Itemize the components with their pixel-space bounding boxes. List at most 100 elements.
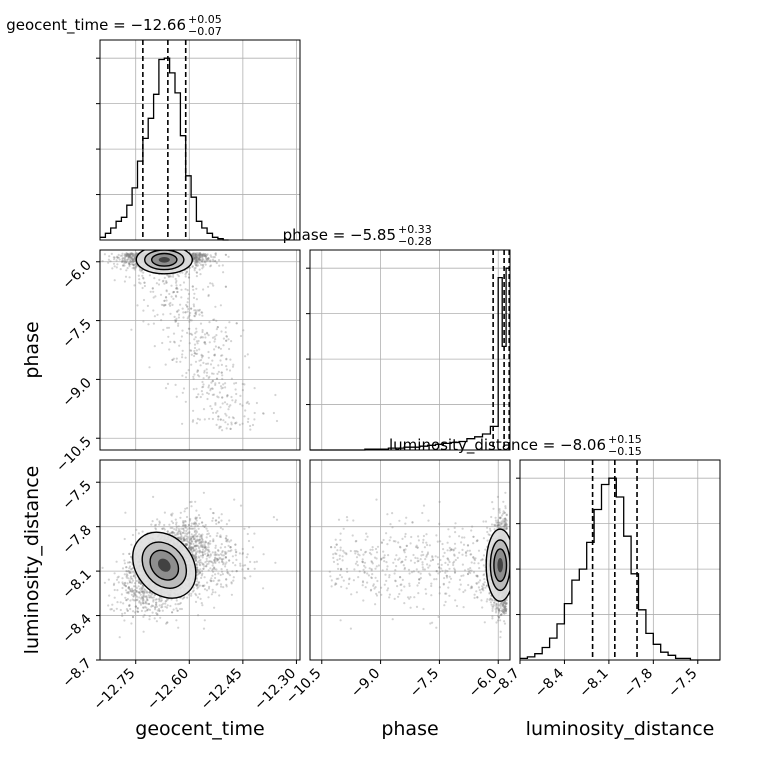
scatter-point [201,314,204,317]
scatter-point [133,256,137,259]
scatter-point [201,255,204,258]
scatter-point [131,253,134,256]
scatter-point [226,395,229,398]
scatter-point [211,379,214,382]
scatter-point [127,592,130,595]
scatter-point [196,256,199,259]
scatter-point [194,559,197,563]
scatter-point [195,259,198,262]
scatter-point [205,536,208,539]
scatter-point [194,600,198,604]
scatter-point [194,253,197,256]
scatter-point [196,583,200,586]
scatter-point [205,557,208,561]
scatter-point [206,552,209,555]
scatter-point [190,505,193,508]
scatter-point [188,544,191,547]
scatter-point [175,607,178,610]
scatter-point [211,387,214,390]
scatter-point [212,260,215,263]
scatter-point [198,541,202,545]
scatter-point [190,548,193,551]
scatter-point [211,393,214,396]
scatter-point [168,303,171,306]
scatter-point [112,262,116,265]
scatter-point [181,531,184,534]
scatter-point [235,322,238,325]
scatter-point [177,324,180,327]
scatter-point [207,560,210,563]
scatter-point [217,521,220,524]
scatter-point [195,544,199,547]
scatter-point [189,311,192,315]
scatter-point [188,538,191,541]
scatter-point [211,517,215,520]
scatter-point [195,523,198,526]
scatter-point [168,523,171,526]
scatter-point [233,382,236,385]
scatter-point [191,285,194,288]
scatter-point [232,417,235,420]
scatter-point [244,577,247,580]
scatter-point [145,597,149,600]
scatter-point [198,261,201,264]
scatter-point [139,282,142,285]
scatter-point [253,387,256,390]
panel-background [100,40,300,240]
scatter-point [180,535,183,538]
scatter-point [218,425,221,428]
scatter-point [232,363,235,366]
scatter-point [118,636,121,639]
scatter-point [197,555,200,558]
scatter-point [202,567,205,570]
scatter-point [195,556,198,559]
scatter-point [214,252,217,255]
scatter-point [248,366,251,369]
scatter-point [239,564,242,567]
scatter-point [205,254,208,257]
scatter-point [192,535,195,538]
scatter-point [121,252,124,255]
scatter-point [195,271,198,274]
scatter-point [216,553,219,556]
scatter-point [196,544,199,547]
scatter-point [189,527,192,530]
scatter-point [196,550,199,553]
scatter-point [224,386,227,389]
scatter-point [202,546,205,549]
scatter-point [198,556,201,559]
scatter-point [198,255,201,258]
scatter-point [194,522,197,525]
scatter-point [214,383,217,387]
scatter-point [198,252,202,255]
scatter-point [205,362,208,365]
scatter-point [165,606,169,609]
scatter-point [215,377,219,380]
scatter-point [195,258,198,261]
scatter-point [171,358,174,361]
scatter-point [209,254,212,257]
scatter-point [148,591,151,594]
scatter-point [220,371,223,374]
scatter-point [175,395,178,398]
scatter-point [160,319,163,322]
scatter-point [188,541,191,544]
scatter-point [182,524,185,527]
scatter-point [176,287,179,290]
scatter-point [195,553,198,556]
scatter-point [183,596,186,599]
scatter-point [203,341,206,344]
scatter-point [194,255,197,258]
scatter-point [219,557,222,560]
scatter-point [206,529,209,533]
scatter-point [188,545,191,548]
scatter-point [173,341,176,344]
scatter-point [141,586,144,589]
scatter-point [225,365,228,368]
scatter-point [196,256,199,259]
scatter-point [123,573,126,576]
scatter-point [187,547,190,550]
scatter-point [157,283,161,286]
scatter-point [195,264,199,267]
scatter-point [164,600,167,603]
